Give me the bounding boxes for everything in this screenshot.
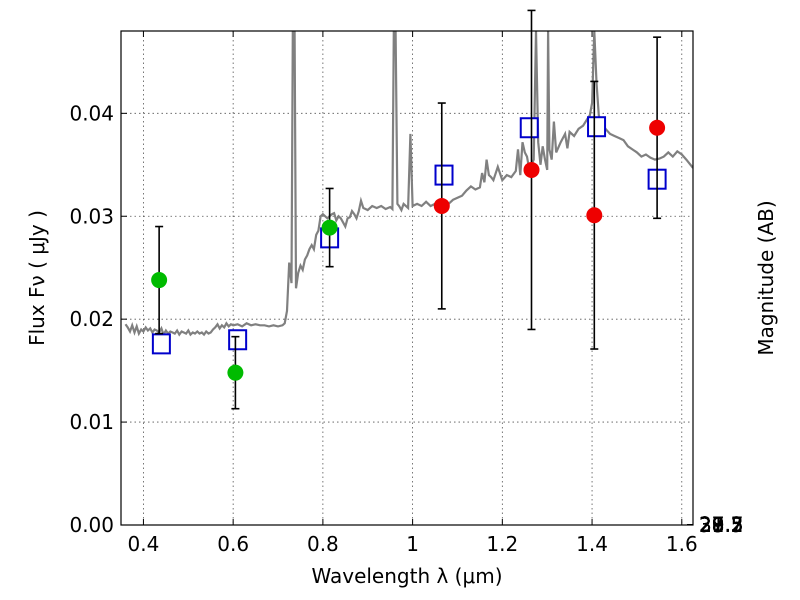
y-tick-label: 0.04 bbox=[69, 101, 114, 125]
plot-frame bbox=[120, 30, 694, 526]
right-tick-label: 27.5 bbox=[699, 513, 744, 537]
right-tick-label: 28.5 bbox=[699, 513, 744, 537]
model-square-marker bbox=[151, 333, 171, 355]
x-axis-label: Wavelength λ (μm) bbox=[311, 564, 502, 588]
model-square-marker bbox=[434, 164, 454, 186]
right-tick-label: 29 bbox=[699, 513, 724, 537]
right-tick-label: 28 bbox=[699, 513, 724, 537]
x-axis-ticks: 0.4 0.6 0.8 1 1.2 1.4 1.6 bbox=[128, 31, 698, 556]
observed-flux-point bbox=[523, 161, 540, 178]
x-tick-label: 0.8 bbox=[307, 532, 339, 556]
x-tick-label: 0.4 bbox=[128, 532, 160, 556]
right-tick-label: 30 bbox=[699, 513, 724, 537]
model-square-marker bbox=[519, 117, 539, 139]
observed-flux-point bbox=[433, 197, 450, 214]
y-tick-label: 0.03 bbox=[69, 204, 114, 228]
right-tick-label: 28.2 bbox=[699, 513, 744, 537]
grid-lines bbox=[121, 31, 693, 525]
observed-flux-point bbox=[321, 219, 338, 236]
x-tick-label: 1 bbox=[406, 532, 419, 556]
model-square-marker bbox=[587, 116, 607, 138]
right-tick-label: 27.3 bbox=[699, 513, 744, 537]
observed-flux-point bbox=[586, 207, 603, 224]
observed-flux-point bbox=[151, 272, 168, 289]
y-axis-ticks: 0.00 0.01 0.02 0.03 0.04 bbox=[69, 101, 127, 537]
y-tick-label: 0.01 bbox=[69, 410, 114, 434]
right-tick-label: 29.5 bbox=[699, 513, 744, 537]
spectrum-line bbox=[124, 31, 693, 338]
observed-flux-point bbox=[649, 119, 666, 136]
x-tick-label: 1.6 bbox=[666, 532, 698, 556]
right-axis-label: Magnitude (AB) bbox=[754, 200, 778, 355]
y-tick-label: 0.00 bbox=[69, 513, 114, 537]
data-markers bbox=[151, 9, 667, 410]
x-tick-label: 0.6 bbox=[217, 532, 249, 556]
model-square-marker bbox=[228, 329, 248, 351]
x-tick-label: 1.2 bbox=[486, 532, 518, 556]
right-tick-label: 27.2 bbox=[699, 513, 744, 537]
right-tick-label: 31 bbox=[699, 513, 724, 537]
y-axis-label: Flux Fν ( μJy ) bbox=[25, 210, 49, 346]
y-tick-label: 0.02 bbox=[69, 307, 114, 331]
right-tick-label: 27.7 bbox=[699, 513, 744, 537]
observed-flux-point bbox=[227, 364, 244, 381]
x-tick-label: 1.4 bbox=[576, 532, 608, 556]
